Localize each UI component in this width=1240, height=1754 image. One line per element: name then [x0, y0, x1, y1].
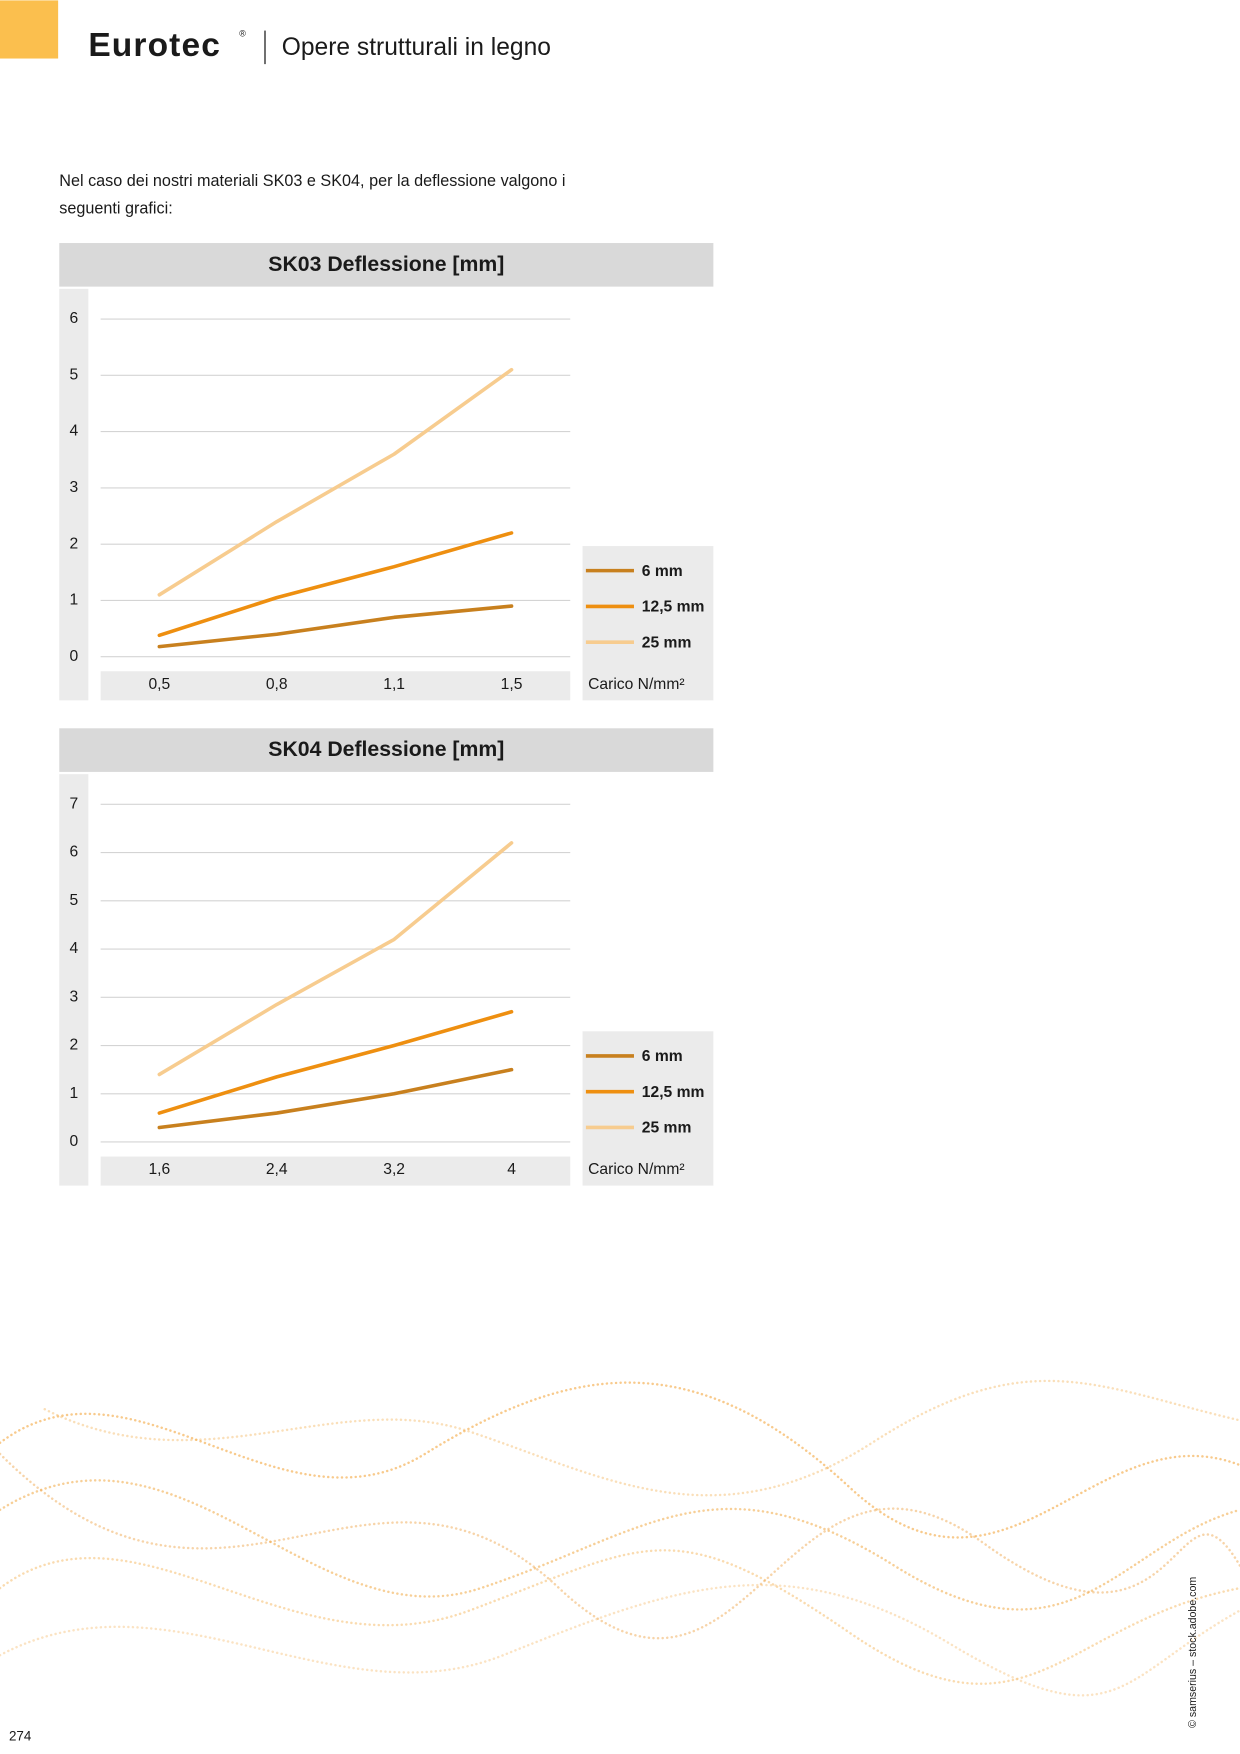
- legend-label: 12,5 mm: [642, 599, 705, 616]
- corner-block: [0, 0, 59, 59]
- x-tick-label: 4: [507, 1161, 516, 1178]
- chart-title: SK03 Deflessione [mm]: [268, 252, 504, 276]
- x-tick-label: 3,2: [383, 1161, 405, 1178]
- y-tick-label: 0: [69, 1133, 78, 1150]
- x-tick-label: 1,1: [383, 676, 405, 693]
- y-tick-label: 6: [69, 310, 78, 327]
- x-axis-label: Carico N/mm²: [588, 676, 684, 693]
- data-line: [157, 604, 514, 649]
- y-tick-label: 4: [69, 940, 78, 957]
- chart-title-bar: [59, 243, 714, 287]
- legend-label: 6 mm: [642, 563, 683, 580]
- y-axis-band: [59, 288, 89, 701]
- y-tick-label: 2: [69, 535, 78, 552]
- x-tick-label: 0,5: [148, 676, 170, 693]
- y-tick-label: 4: [69, 423, 78, 440]
- intro-line: Nel caso dei nostri materiali SK03 e SK0…: [59, 172, 565, 190]
- header-title: Opere strutturali in legno: [282, 34, 551, 61]
- y-tick-label: 2: [69, 1037, 78, 1054]
- x-axis-band: [100, 1156, 571, 1186]
- x-axis-band: [100, 671, 571, 701]
- legend-label: 25 mm: [642, 634, 692, 651]
- x-tick-label: 1,5: [501, 676, 523, 693]
- data-line: [157, 1009, 514, 1115]
- chart-title: SK04 Deflessione [mm]: [268, 737, 504, 761]
- data-line: [157, 841, 514, 1077]
- y-tick-label: 1: [69, 592, 78, 609]
- legend-label: 6 mm: [642, 1048, 683, 1065]
- y-tick-label: 0: [69, 648, 78, 665]
- registered-mark: ®: [239, 28, 246, 38]
- y-tick-label: 5: [69, 892, 78, 909]
- x-axis-label: Carico N/mm²: [588, 1161, 684, 1178]
- data-line: [157, 1067, 514, 1130]
- y-tick-label: 6: [69, 844, 78, 861]
- data-line: [157, 367, 514, 597]
- y-tick-label: 3: [69, 988, 78, 1005]
- intro-line: seguenti grafici:: [59, 200, 172, 218]
- y-tick-label: 5: [69, 366, 78, 383]
- background-waves: [0, 1379, 1240, 1697]
- page-number: 274: [9, 1728, 32, 1743]
- y-tick-label: 7: [69, 795, 78, 812]
- x-tick-label: 2,4: [266, 1161, 288, 1178]
- legend-label: 12,5 mm: [642, 1084, 705, 1101]
- chart-title-bar: [59, 728, 714, 772]
- y-axis-band: [59, 774, 89, 1186]
- brand-logo: Eurotec: [88, 27, 221, 64]
- x-tick-label: 0,8: [266, 676, 288, 693]
- y-tick-label: 1: [69, 1085, 78, 1102]
- data-line: [157, 531, 514, 638]
- y-tick-label: 3: [69, 479, 78, 496]
- legend-label: 25 mm: [642, 1120, 692, 1137]
- x-tick-label: 1,6: [148, 1161, 170, 1178]
- photo-credit: © samserius – stock.adobe.com: [1187, 1577, 1199, 1728]
